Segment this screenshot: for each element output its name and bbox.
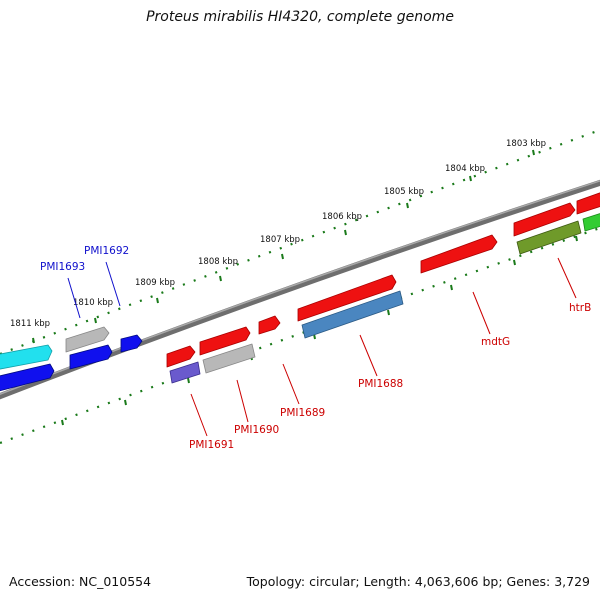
leader-pmi1688	[359, 334, 378, 377]
tick-1805	[406, 202, 409, 209]
gene-red-pmi1690[interactable]	[199, 326, 251, 356]
leader-pmi1692	[105, 261, 121, 307]
gene-red-pmi1688[interactable]	[297, 274, 397, 322]
tick-1806	[344, 229, 347, 236]
leader-pmi1690	[236, 379, 249, 423]
tick-1810	[94, 317, 97, 324]
kbp-label-1810: 1810 kbp	[73, 298, 113, 308]
gene-label-mdtG[interactable]: mdtG	[481, 336, 510, 348]
gene-label-pmi1693[interactable]: PMI1693	[40, 261, 85, 273]
kbp-label-1803: 1803 kbp	[506, 139, 546, 149]
leader-pmi1689	[282, 363, 300, 405]
leader-mdtG	[472, 291, 491, 335]
gene-red-pmi1689[interactable]	[258, 315, 281, 335]
gene-steelblue-pmi1688[interactable]	[301, 290, 404, 339]
gene-blue-small[interactable]	[120, 334, 143, 353]
kbp-label-1811: 1811 kbp	[10, 319, 50, 329]
gene-label-pmi1689[interactable]: PMI1689	[280, 407, 325, 419]
gene-red-mdtG[interactable]	[420, 234, 498, 274]
gene-label-pmi1690[interactable]: PMI1690	[234, 424, 279, 436]
gene-red-htrB[interactable]	[513, 202, 576, 237]
kbp-label-1804: 1804 kbp	[445, 164, 485, 174]
kbp-label-1806: 1806 kbp	[322, 212, 362, 222]
tick-1811	[32, 337, 35, 344]
tick-inner-8	[124, 399, 127, 406]
gene-cyan-left[interactable]	[0, 344, 53, 370]
accession-text: Accession: NC_010554	[9, 574, 152, 589]
genome-backbone	[0, 179, 600, 400]
gene-purple-pmi1691[interactable]	[169, 361, 201, 384]
tick-1804	[469, 175, 472, 182]
gene-label-pmi1688[interactable]: PMI1688	[358, 378, 403, 390]
gene-red-pmi1691[interactable]	[166, 345, 196, 368]
gene-label-htrB[interactable]: htrB	[569, 302, 591, 314]
tick-1807	[281, 253, 284, 260]
topology-text: Topology: circular; Length: 4,063,606 bp…	[246, 574, 590, 589]
gene-green-right[interactable]	[582, 212, 600, 232]
tick-inner-2	[513, 259, 516, 266]
kbp-label-1809: 1809 kbp	[135, 278, 175, 288]
forward-strand	[0, 191, 600, 370]
kbp-label-1807: 1807 kbp	[260, 235, 300, 245]
tick-1808	[219, 275, 222, 282]
gene-gray-1693[interactable]	[65, 326, 110, 353]
tick-1803	[532, 149, 535, 156]
tick-inner-4	[387, 309, 390, 316]
leader-pmi1693	[67, 277, 81, 319]
gene-gray-pmi1690[interactable]	[202, 343, 256, 374]
gene-blue-1692[interactable]	[69, 344, 113, 370]
tick-inner-1	[575, 235, 578, 242]
leader-htrB	[557, 257, 577, 299]
tick-inner-7	[187, 377, 190, 384]
kbp-label-1805: 1805 kbp	[384, 187, 424, 197]
gene-olive-htrB[interactable]	[516, 220, 582, 255]
reverse-strand	[0, 212, 600, 392]
tick-inner-3	[450, 284, 453, 291]
ruler-major-ticks	[32, 149, 578, 426]
gene-red-right[interactable]	[576, 191, 600, 215]
kbp-label-1808: 1808 kbp	[198, 257, 238, 267]
leader-pmi1691	[190, 393, 208, 437]
map-title: Proteus mirabilis HI4320, complete genom…	[146, 9, 454, 25]
tick-inner-9	[61, 419, 64, 426]
gene-blue-left[interactable]	[0, 363, 55, 392]
gene-label-pmi1691[interactable]: PMI1691	[189, 439, 234, 451]
tick-1809	[156, 297, 159, 304]
gene-label-pmi1692[interactable]: PMI1692	[84, 245, 129, 257]
